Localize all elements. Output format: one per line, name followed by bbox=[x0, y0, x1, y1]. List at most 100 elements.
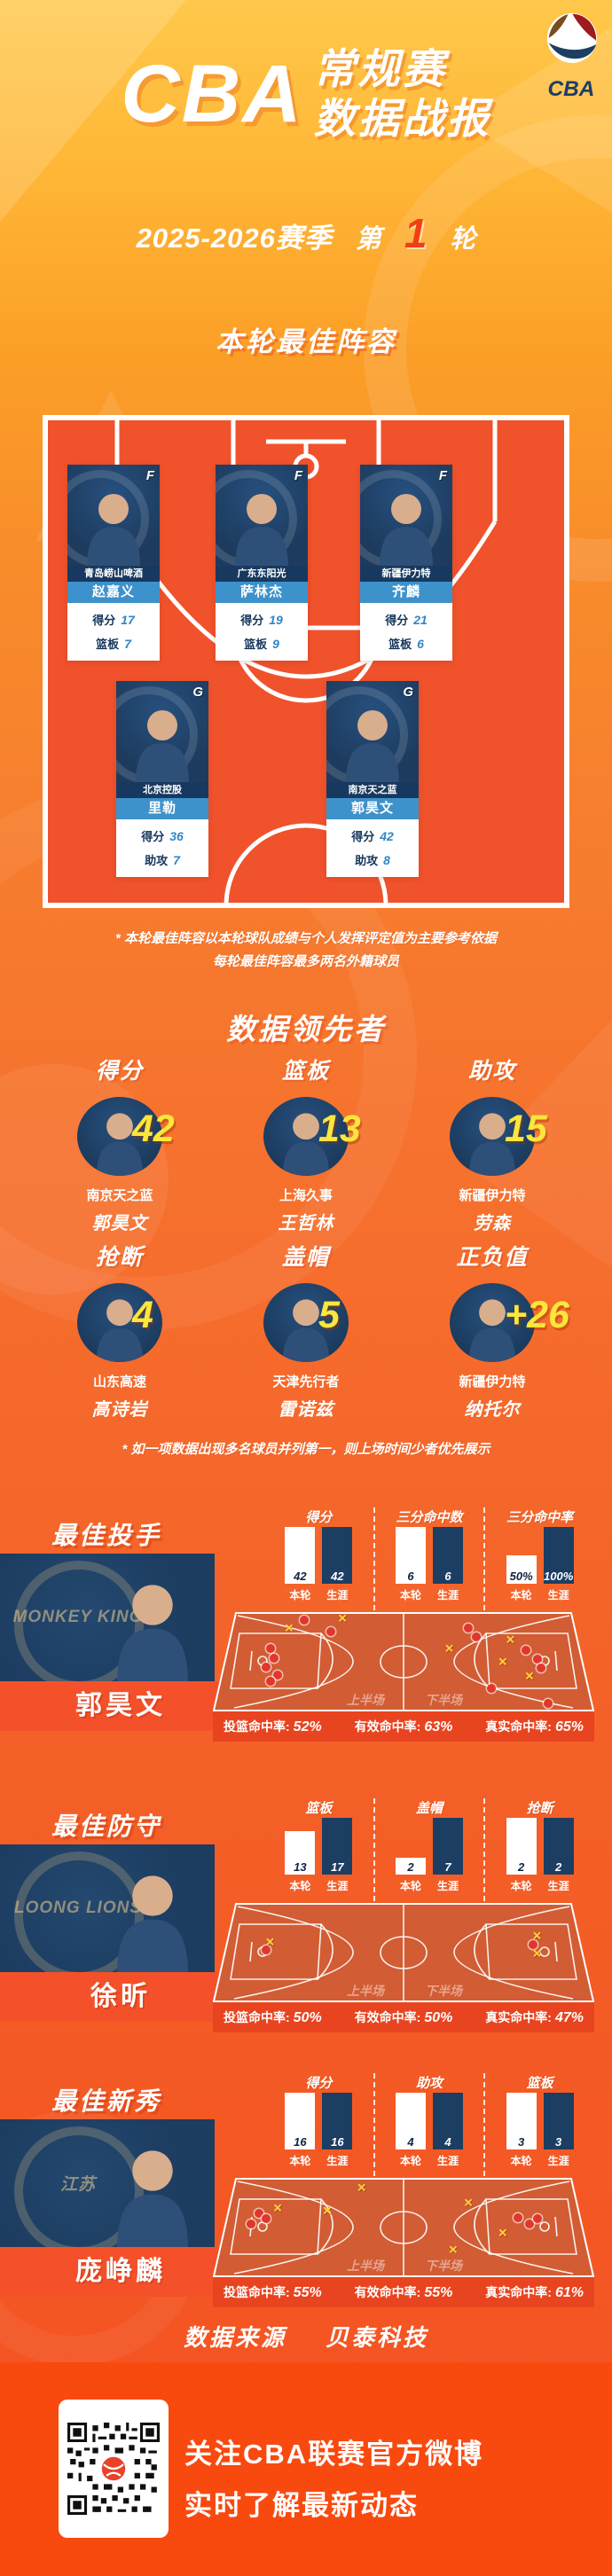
bar-value: 6 bbox=[444, 1570, 451, 1583]
bar-value: 13 bbox=[294, 1860, 307, 1874]
shooting-stat-value: 50% bbox=[424, 2010, 453, 2025]
bar-value: 7 bbox=[444, 1860, 451, 1874]
lineup-player-card: F 广东东阳光 萨林杰 得分 19 篮板 9 bbox=[216, 465, 308, 661]
legend-current: 本轮 bbox=[289, 2155, 311, 2167]
made-shot-icon bbox=[532, 1654, 542, 1664]
shooting-stat-value: 55% bbox=[424, 2285, 453, 2300]
made-shot-icon bbox=[532, 2213, 542, 2223]
player-silhouette-icon bbox=[117, 1875, 188, 1972]
shooting-stat-value: 47% bbox=[554, 2010, 584, 2025]
player-silhouette-icon bbox=[282, 1299, 330, 1362]
shooting-stat-label: 有效命中率: bbox=[354, 2285, 421, 2299]
legend-career: 生涯 bbox=[547, 2155, 569, 2167]
position-badge: G bbox=[403, 685, 413, 700]
team-logo-panel: 江苏 bbox=[0, 2119, 215, 2247]
round-prefix: 第 bbox=[355, 225, 381, 254]
footer-block: 关注CBA联赛官方微博 实时了解最新动态 bbox=[0, 2362, 612, 2576]
made-shot-icon bbox=[269, 1653, 279, 1663]
missed-shot-icon: ✕ bbox=[498, 2226, 508, 2240]
legend-career: 生涯 bbox=[326, 1880, 349, 1892]
fullcourt-diagram: 上半场 下半场 bbox=[213, 1612, 594, 1711]
best-player-name: 徐昕 bbox=[0, 1972, 250, 2022]
legend-current: 本轮 bbox=[510, 1589, 532, 1601]
lineup-player-card: G 北京控股 里勒 得分 36 助攻 7 bbox=[116, 681, 208, 877]
leader-team: 新疆伊力特 bbox=[459, 1188, 526, 1203]
team-emblem-text: LOONG LIONS bbox=[14, 1899, 142, 1917]
stat-label: 得分 bbox=[385, 614, 409, 627]
season-label: 2025-2026赛季 bbox=[136, 223, 333, 254]
bar-value: 3 bbox=[518, 2135, 525, 2149]
shooting-stats-band: 投篮命中率: 55% 有效命中率: 55% 真实命中率: 61% bbox=[213, 2277, 594, 2307]
player-silhouette-icon bbox=[346, 710, 399, 782]
shooting-stat-label: 投篮命中率: bbox=[224, 2010, 290, 2024]
career-bar: 42 bbox=[322, 1527, 353, 1584]
team-name: 北京控股 bbox=[116, 782, 208, 798]
made-shot-icon bbox=[544, 1699, 553, 1709]
shooting-stat-value: 63% bbox=[424, 1719, 453, 1734]
shot-chart-court: 上半场 下半场 ✕ ✕ ✕ bbox=[213, 1903, 594, 2032]
made-shot-icon bbox=[262, 1662, 271, 1672]
stat-bar-chart: 篮板 13 17 本轮 生涯 bbox=[264, 1798, 594, 1901]
leader-value: 13 bbox=[318, 1108, 361, 1150]
team-emblem-ring bbox=[14, 1561, 144, 1681]
bar-group: 助攻 4 4 本轮 生涯 bbox=[373, 2073, 484, 2176]
title-line2: 数据战报 bbox=[313, 95, 491, 143]
player-silhouette-icon bbox=[117, 1585, 188, 1681]
leader-team: 上海久事 bbox=[279, 1188, 333, 1203]
fullcourt-diagram: 上半场 下半场 bbox=[213, 1903, 594, 2002]
leader-team: 山东高速 bbox=[92, 1374, 146, 1390]
position-badge: G bbox=[192, 685, 203, 700]
leader-name: 雷诺兹 bbox=[278, 1400, 334, 1420]
leader-value: 5 bbox=[318, 1294, 340, 1336]
shooting-stat-label: 有效命中率: bbox=[354, 1719, 421, 1734]
missed-shot-icon: ✕ bbox=[322, 2204, 333, 2218]
legend-current: 本轮 bbox=[399, 2155, 421, 2167]
missed-shot-icon: ✕ bbox=[498, 1655, 508, 1669]
leader-name: 纳托尔 bbox=[464, 1400, 521, 1420]
first-half-label: 上半场 bbox=[347, 2259, 386, 2273]
made-shot-icon bbox=[262, 1945, 271, 1954]
best-player-title: 最佳投手 bbox=[51, 1522, 161, 1549]
stat-value: 9 bbox=[272, 637, 279, 651]
current-round-bar: 50% bbox=[506, 1555, 537, 1584]
leader-name: 劳森 bbox=[474, 1214, 511, 1233]
cba-league-logo-icon: CBA bbox=[546, 12, 597, 101]
current-round-bar: 13 bbox=[285, 1831, 316, 1875]
team-emblem-ring bbox=[14, 2126, 144, 2247]
leader-card: 抢断 4 山东高速 高诗岩 bbox=[27, 1240, 213, 1421]
career-bar: 3 bbox=[543, 2093, 574, 2149]
shot-chart-court: 上半场 下半场 bbox=[213, 2178, 594, 2307]
stat-value: 21 bbox=[413, 613, 428, 627]
bar-value: 16 bbox=[331, 2135, 344, 2149]
leader-value: +26 bbox=[505, 1294, 569, 1336]
best-player-section: 最佳防守 LOONG LIONS 徐昕 篮板 13 bbox=[0, 1798, 612, 2047]
missed-shot-icon: ✕ bbox=[265, 1935, 275, 1949]
player-stats: 得分 19 篮板 9 bbox=[216, 603, 308, 661]
follow-line2: 实时了解最新动态 bbox=[184, 2490, 419, 2521]
round-number: 1 bbox=[404, 210, 428, 256]
title-cba: CBA bbox=[121, 48, 303, 139]
leader-category: 助攻 bbox=[467, 1059, 516, 1084]
player-silhouette-icon bbox=[468, 1113, 516, 1176]
lineup-section-title: 本轮最佳阵容 bbox=[216, 326, 396, 357]
made-shot-icon bbox=[254, 2209, 263, 2219]
shooting-stat-value: 52% bbox=[293, 1719, 322, 1734]
follow-line1: 关注CBA联赛官方微博 bbox=[184, 2439, 484, 2470]
leader-value: 15 bbox=[505, 1108, 547, 1150]
current-round-bar: 16 bbox=[285, 2093, 316, 2149]
current-round-bar: 6 bbox=[396, 1527, 426, 1584]
source-name: 贝泰科技 bbox=[326, 2324, 429, 2351]
player-silhouette-icon bbox=[468, 1299, 516, 1362]
legend-current: 本轮 bbox=[510, 1880, 532, 1892]
best-player-title: 最佳新秀 bbox=[51, 2087, 161, 2115]
missed-shot-icon: ✕ bbox=[444, 1641, 455, 1656]
stat-label: 得分 bbox=[240, 614, 264, 627]
best-player-name: 郭昊文 bbox=[0, 1681, 250, 1731]
made-shot-icon bbox=[536, 1663, 545, 1672]
best-player-title: 最佳防守 bbox=[51, 1813, 161, 1840]
missed-shot-icon: ✕ bbox=[357, 2181, 367, 2195]
bar-value: 2 bbox=[555, 1860, 562, 1874]
bar-group: 篮板 13 17 本轮 生涯 bbox=[264, 1798, 373, 1901]
stat-value: 19 bbox=[269, 613, 283, 627]
made-shot-icon bbox=[524, 2219, 534, 2228]
